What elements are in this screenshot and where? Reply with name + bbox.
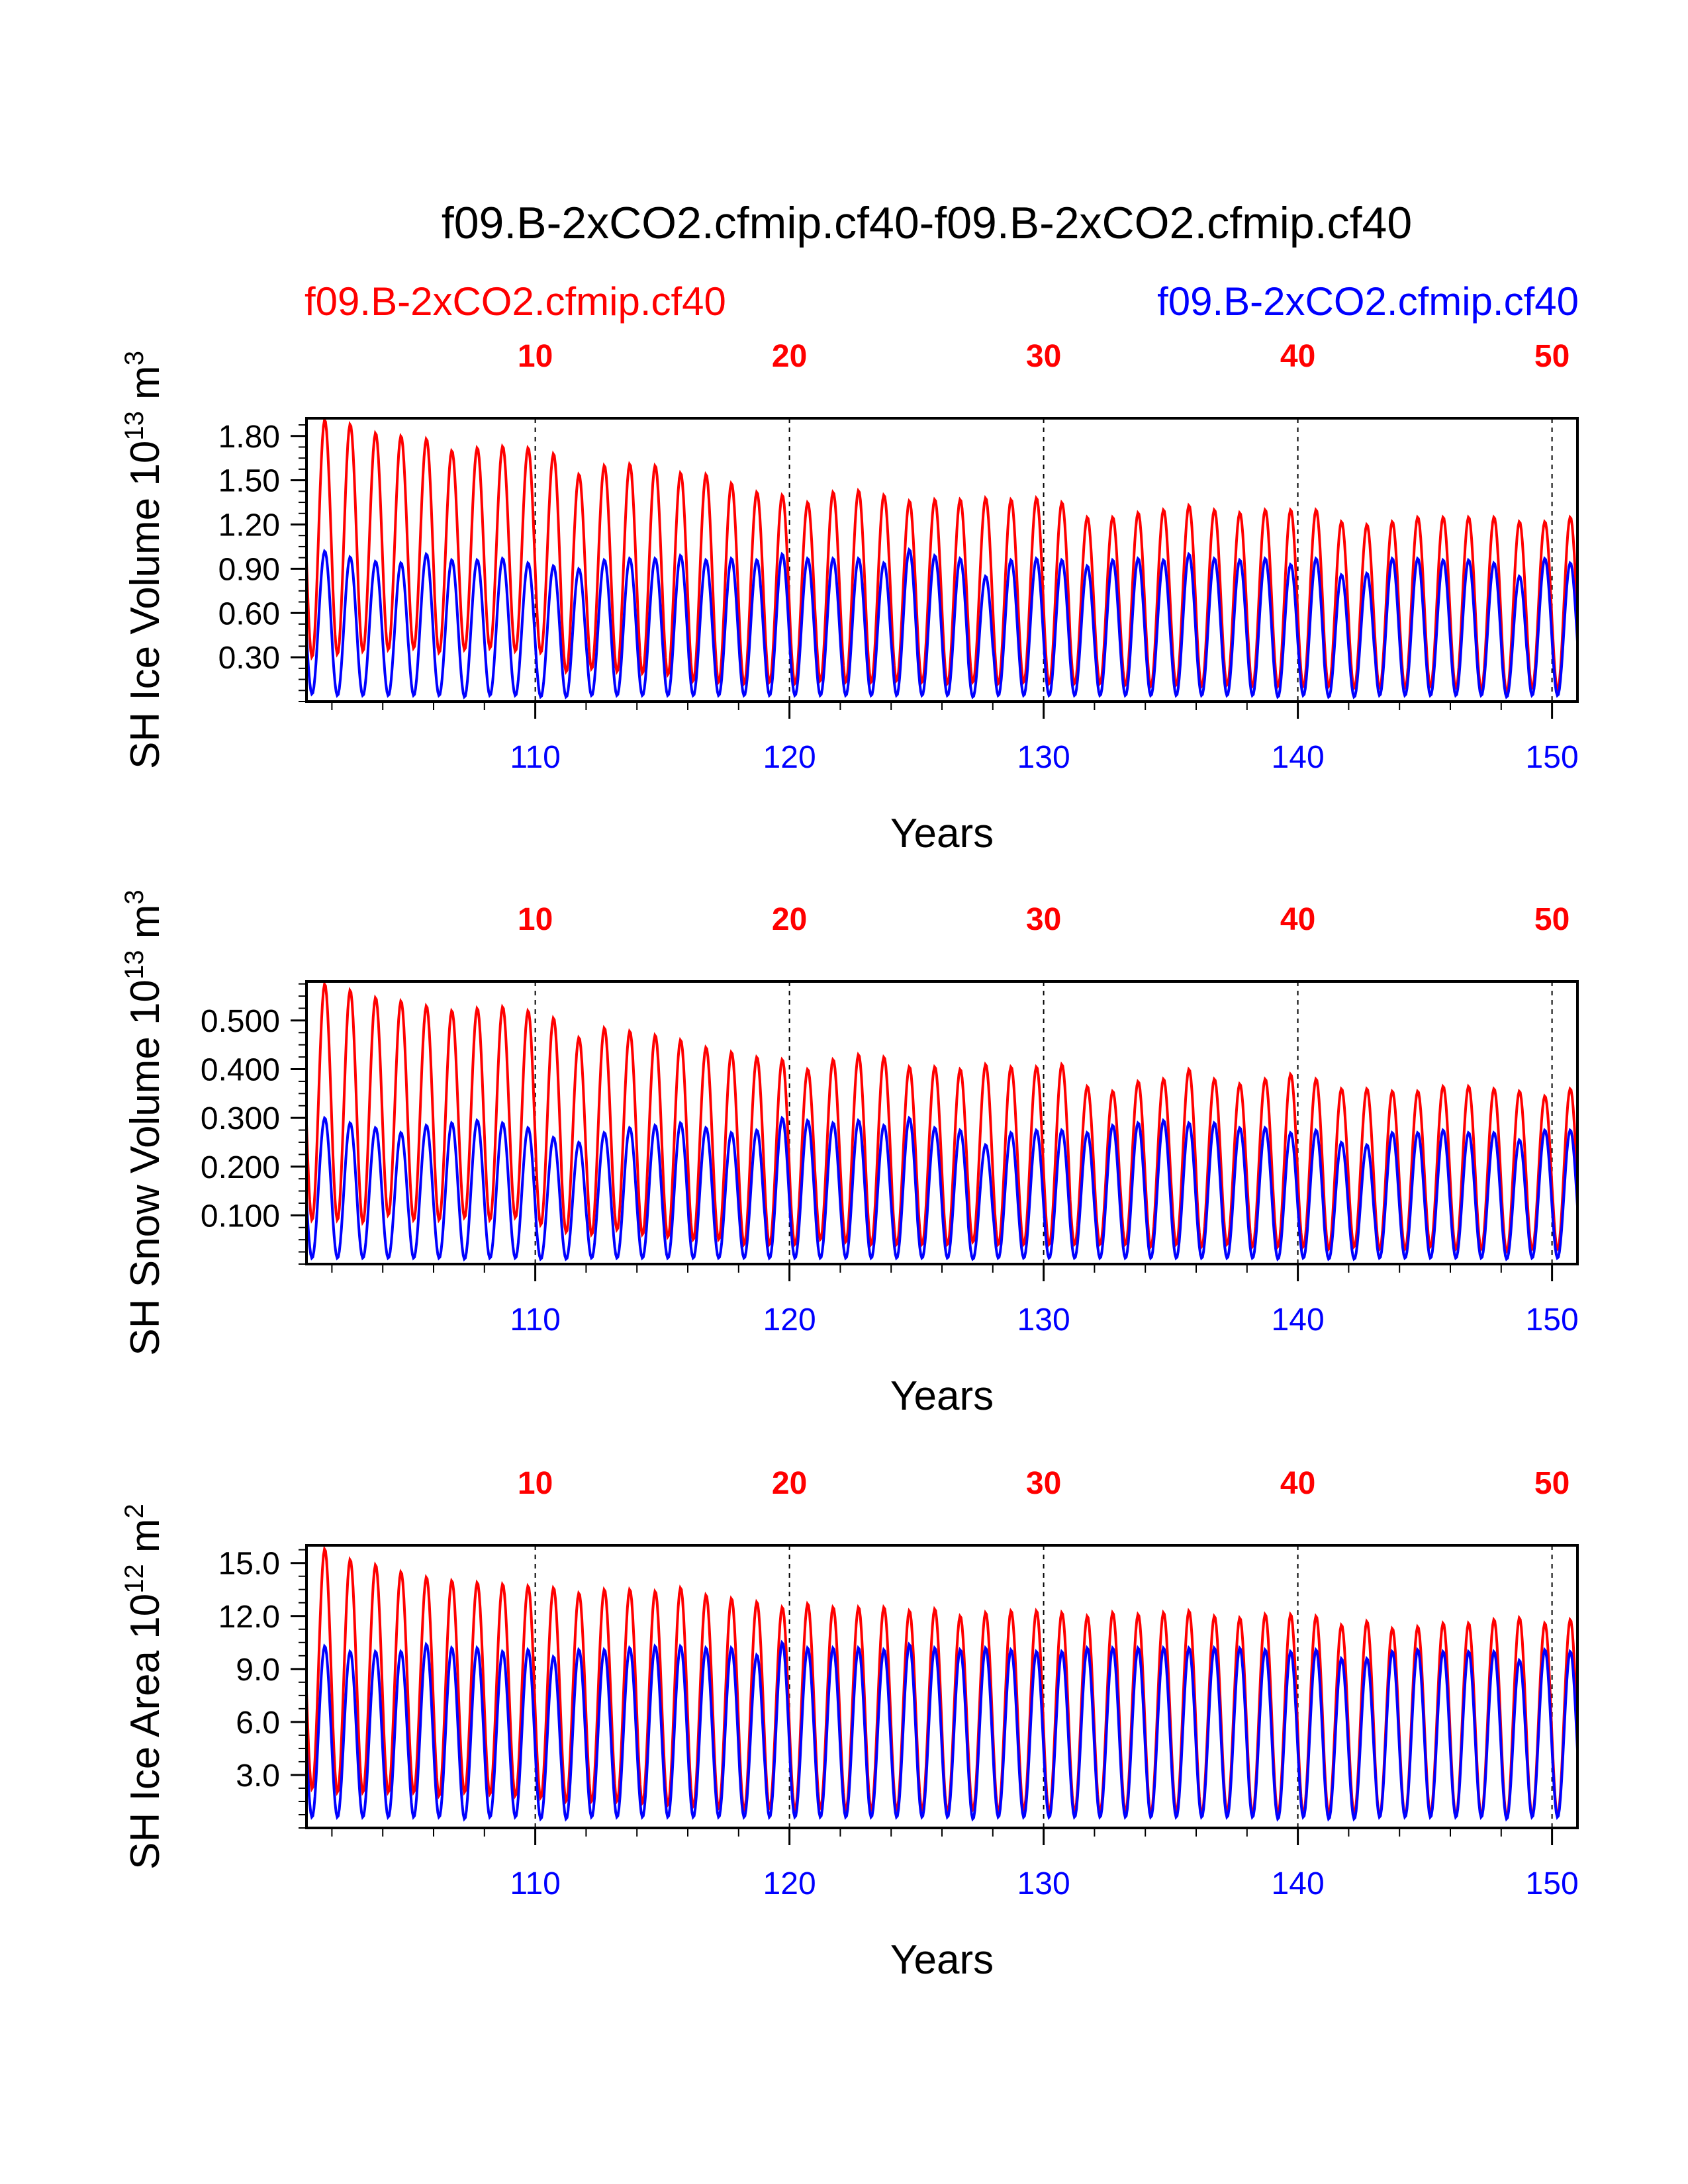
x-top-tick-label: 30 xyxy=(1026,339,1061,374)
x-bottom-tick-label: 120 xyxy=(763,740,816,775)
y-tick-label: 3.0 xyxy=(236,1758,280,1794)
y-axis-title: SH Snow Volume 1013 m3 xyxy=(120,889,168,1355)
y-tick-label: 0.30 xyxy=(218,641,280,676)
case2-series-line xyxy=(306,1115,1577,1262)
y-tick-label: 0.100 xyxy=(201,1199,280,1234)
x-bottom-tick-label: 130 xyxy=(1017,1302,1070,1338)
x-bottom-tick-label: 140 xyxy=(1272,1302,1325,1338)
x-bottom-tick-label: 140 xyxy=(1272,740,1325,775)
x-top-tick-label: 30 xyxy=(1026,902,1061,937)
x-axis-title: Years xyxy=(890,1937,994,1983)
y-tick-label: 15.0 xyxy=(218,1547,280,1582)
x-top-tick-label: 20 xyxy=(772,902,807,937)
case2-legend-label: f09.B-2xCO2.cfmip.cf40 xyxy=(1157,279,1579,324)
y-tick-label: 0.500 xyxy=(201,1004,280,1039)
chart-panel-3: 3.0 6.0 9.0 12.0 15.0 110 120 130 140 150 10 20 30 40… xyxy=(120,1466,1579,1983)
y-tick-label: 1.50 xyxy=(218,464,280,499)
x-bottom-tick-label: 120 xyxy=(763,1302,816,1338)
case2-series-line xyxy=(306,1639,1577,1822)
x-bottom-tick-label: 110 xyxy=(510,1302,561,1338)
y-tick-label: 9.0 xyxy=(236,1653,280,1688)
x-bottom-tick-label: 150 xyxy=(1526,740,1579,775)
y-tick-label: 0.400 xyxy=(201,1053,280,1088)
y-tick-label: 0.60 xyxy=(218,596,280,631)
y-tick-label: 1.80 xyxy=(218,420,280,455)
x-bottom-tick-label: 110 xyxy=(510,1866,561,1901)
x-bottom-tick-label: 150 xyxy=(1526,1302,1579,1338)
y-axis-title: SH Ice Area 1012 m2 xyxy=(120,1504,168,1870)
x-axis-title: Years xyxy=(890,811,994,856)
x-bottom-tick-label: 120 xyxy=(763,1866,816,1901)
chart-panel-2: 0.100 0.200 0.300 0.400 0.500 110 120 130 140 150… xyxy=(120,889,1579,1419)
y-tick-label: 1.20 xyxy=(218,508,280,543)
x-top-tick-label: 10 xyxy=(518,1466,553,1501)
x-bottom-tick-label: 140 xyxy=(1272,1866,1325,1901)
x-top-tick-label: 50 xyxy=(1534,1466,1570,1501)
x-top-tick-label: 20 xyxy=(772,339,807,374)
x-top-tick-label: 40 xyxy=(1280,902,1315,937)
x-axis-title: Years xyxy=(890,1373,994,1419)
case1-series-line xyxy=(306,981,1577,1255)
x-top-tick-label: 10 xyxy=(518,339,553,374)
x-top-tick-label: 30 xyxy=(1026,1466,1061,1501)
case1-legend-label: f09.B-2xCO2.cfmip.cf40 xyxy=(305,279,726,324)
main-title: f09.B-2xCO2.cfmip.cf40-f09.B-2xCO2.cfmip… xyxy=(442,198,1412,248)
x-top-tick-label: 10 xyxy=(518,902,553,937)
y-tick-label: 6.0 xyxy=(236,1706,280,1741)
y-tick-label: 12.0 xyxy=(218,1600,280,1635)
x-top-tick-label: 20 xyxy=(772,1466,807,1501)
chart-panels: 0.30 0.60 0.90 1.20 1.50 1.80 110 120 130 140 150 1… xyxy=(120,339,1579,1983)
x-top-tick-label: 40 xyxy=(1280,1466,1315,1501)
chart-panel-1: 0.30 0.60 0.90 1.20 1.50 1.80 110 120 130 140 150 1… xyxy=(120,339,1579,856)
case2-series-line xyxy=(306,547,1577,700)
x-bottom-tick-label: 110 xyxy=(510,740,561,775)
x-bottom-tick-label: 150 xyxy=(1526,1866,1579,1901)
x-bottom-tick-label: 130 xyxy=(1017,740,1070,775)
x-top-tick-label: 50 xyxy=(1534,902,1570,937)
x-top-tick-label: 40 xyxy=(1280,339,1315,374)
case1-series-line xyxy=(306,418,1577,696)
x-top-tick-label: 50 xyxy=(1534,339,1570,374)
y-axis-title: SH Ice Volume 1013 m3 xyxy=(120,351,168,769)
y-tick-label: 0.300 xyxy=(201,1101,280,1136)
y-tick-label: 0.200 xyxy=(201,1150,280,1185)
y-tick-label: 0.90 xyxy=(218,552,280,587)
x-bottom-tick-label: 130 xyxy=(1017,1866,1070,1901)
